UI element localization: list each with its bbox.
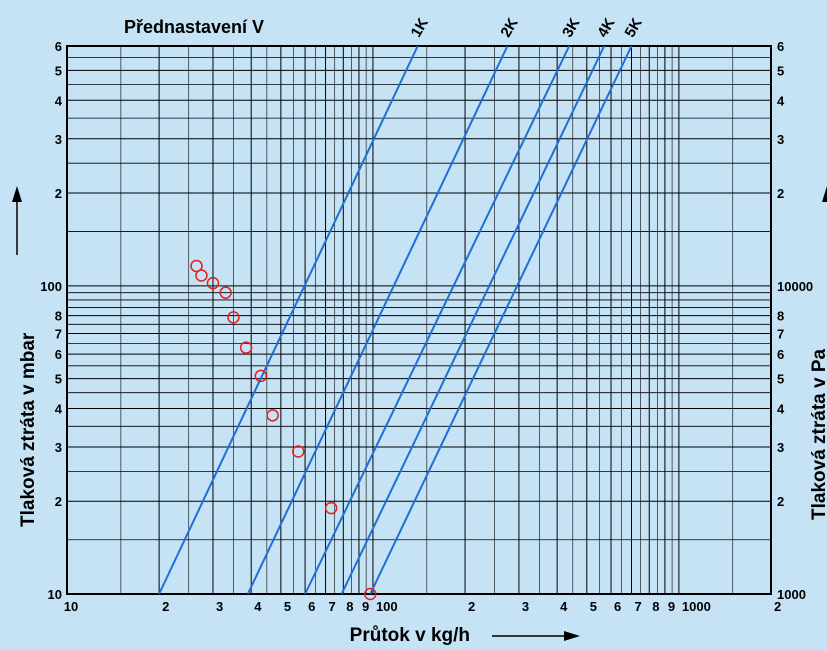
y-tick-label-left: 5 [55, 372, 62, 387]
y-tick-label-left: 5 [55, 63, 62, 78]
x-tick-label: 8 [652, 599, 659, 614]
y-axis-title-left: Tlaková ztráta v mbar [18, 332, 39, 527]
data-marker [227, 311, 240, 324]
y-tick-label-left: 6 [55, 39, 62, 54]
y-tick-label-left: 10 [48, 587, 62, 602]
x-tick-label: 10 [64, 599, 78, 614]
x-tick-label: 1000 [682, 599, 711, 614]
y-axis-arrow-left [12, 186, 22, 255]
chart-title: Přednastavení V [124, 17, 264, 37]
x-tick-label: 6 [308, 599, 315, 614]
y-tick-label-left: 3 [55, 440, 62, 455]
series-label-4k: 4K [594, 15, 618, 40]
y-tick-label-left: 100 [40, 279, 62, 294]
y-tick-label-left: 7 [55, 327, 62, 342]
x-tick-label: 2 [468, 599, 475, 614]
minor-gridlines [67, 46, 771, 594]
plot-frame [66, 45, 772, 595]
x-tick-label: 4 [254, 599, 262, 614]
x-tick-label: 6 [614, 599, 621, 614]
x-tick-label: 9 [362, 599, 369, 614]
data-marker [206, 276, 220, 290]
series-line-1k [158, 45, 419, 595]
y-tick-labels-left: 10 2 3 4 5 6 7 8 100 2 3 4 5 6 [40, 39, 62, 602]
y-tick-label-right: 2 [777, 494, 784, 509]
y-tick-labels-right: 1000 2 3 4 5 6 7 8 10000 2 3 4 5 6 [777, 39, 813, 602]
data-marker [239, 341, 253, 354]
series-label-1k: 1K [408, 15, 432, 40]
y-tick-label-right: 5 [777, 372, 784, 387]
series-label-2k: 2K [497, 15, 521, 40]
x-tick-label: 7 [635, 599, 642, 614]
series-line-3k [304, 45, 571, 595]
y-tick-label-right: 10000 [777, 279, 813, 294]
data-marker [195, 269, 208, 282]
x-tick-label: 7 [329, 599, 336, 614]
data-marker [266, 409, 279, 422]
series-labels: 1K 2K 3K 4K 5K [408, 15, 646, 40]
y-tick-label-right: 5 [777, 63, 784, 78]
series-line-5k [369, 45, 633, 595]
y-axis-title-right: Tlaková ztráta v Pa [809, 348, 827, 520]
y-tick-label-right: 2 [777, 186, 784, 201]
x-tick-label: 5 [590, 599, 597, 614]
y-tick-label-left: 4 [55, 93, 63, 108]
y-tick-label-right: 4 [777, 401, 785, 416]
x-tick-label: 4 [560, 599, 568, 614]
x-tick-label: 3 [216, 599, 223, 614]
x-tick-labels: 10 2 3 4 5 6 7 8 9 100 2 3 4 5 6 7 8 9 1000 2 [64, 599, 781, 614]
y-tick-label-right: 6 [777, 347, 784, 362]
x-tick-label: 2 [162, 599, 169, 614]
y-axis-arrow-right [822, 186, 827, 202]
y-tick-label-right: 3 [777, 440, 784, 455]
major-gridlines [66, 45, 772, 595]
y-tick-label-left: 3 [55, 132, 62, 147]
data-marker [190, 259, 203, 273]
x-tick-label: 9 [668, 599, 675, 614]
data-marker [324, 501, 338, 515]
x-tick-label: 100 [376, 599, 398, 614]
data-marker [254, 369, 268, 383]
y-tick-label-right: 3 [777, 132, 784, 147]
data-markers [190, 259, 377, 601]
x-tick-label: 2 [774, 599, 781, 614]
y-tick-label-right: 6 [777, 39, 784, 54]
series-lines [158, 45, 633, 595]
data-marker [292, 445, 305, 458]
y-tick-label-left: 8 [55, 309, 62, 324]
y-tick-label-right: 1000 [777, 587, 806, 602]
x-axis-title: Průtok v kg/h [350, 625, 470, 646]
x-tick-label: 5 [284, 599, 291, 614]
y-tick-label-right: 8 [777, 309, 784, 324]
series-label-3k: 3K [559, 15, 583, 40]
series-label-5k: 5K [621, 15, 645, 40]
y-tick-label-left: 2 [55, 494, 62, 509]
x-tick-label: 8 [346, 599, 353, 614]
series-line-4k [340, 45, 606, 595]
series-line-2k [246, 45, 509, 595]
y-tick-label-left: 4 [55, 401, 63, 416]
x-axis-arrow [492, 631, 580, 641]
y-tick-label-left: 6 [55, 347, 62, 362]
data-marker [364, 587, 377, 601]
data-marker [219, 286, 232, 299]
y-tick-label-right: 7 [777, 327, 784, 342]
y-tick-label-right: 4 [777, 93, 785, 108]
x-tick-label: 3 [522, 599, 529, 614]
y-tick-label-left: 2 [55, 186, 62, 201]
